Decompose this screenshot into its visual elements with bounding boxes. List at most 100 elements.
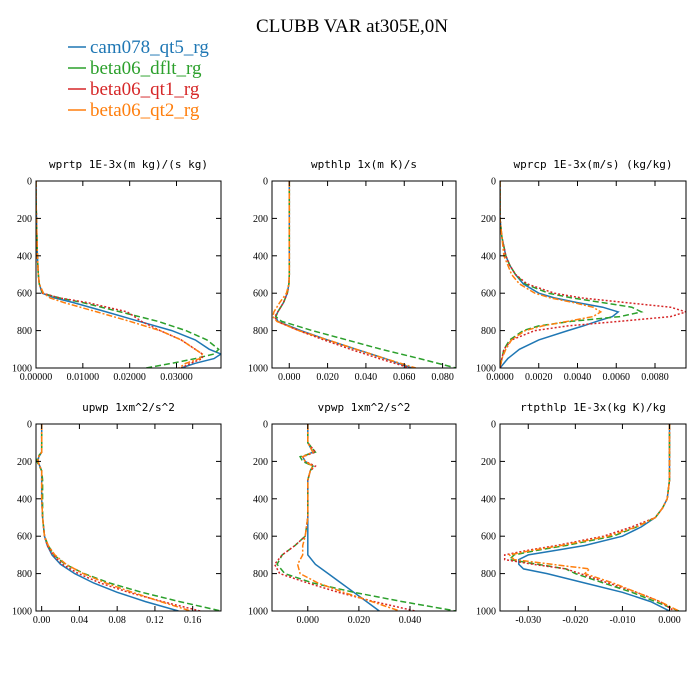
series-line-1 [274, 181, 413, 368]
series-line-4 [37, 424, 192, 611]
y-tick-label: 1000 [476, 607, 496, 618]
x-tick-label: 0.02000 [113, 372, 146, 383]
series-line-4 [296, 424, 401, 611]
series-group [503, 424, 680, 611]
panel-frame [35, 180, 222, 369]
series-line-3 [36, 181, 204, 368]
panel-3: wprcp 1E-3x(m/s) (kg/kg) 0 200 400 600 800 100… [476, 158, 687, 383]
y-tick-label: 1000 [12, 607, 32, 618]
series-line-2 [36, 181, 220, 368]
y-tick-label: 0 [27, 420, 32, 431]
x-tick-label: 0.04 [71, 615, 89, 626]
y-tick-label: 0 [263, 420, 268, 431]
legend-label-4: beta06_qt2_rg [90, 100, 200, 121]
x-tick-label: 0.040 [399, 615, 422, 626]
x-tick-label: 0.00000 [20, 372, 53, 383]
panel-1: wprtp 1E-3x(m kg)/(s kg) 0 200 400 600 800 100… [12, 158, 222, 383]
x-tick-label: 0.0060 [603, 372, 631, 383]
y-tick-label: 800 [253, 326, 268, 337]
y-tick-label: 0 [263, 177, 268, 188]
series-group [500, 181, 686, 368]
y-tick-label: 400 [481, 251, 496, 262]
y-tick-label: 0 [27, 177, 32, 188]
x-tick-label: -0.020 [562, 615, 588, 626]
legend-label-3: beta06_qt1_rg [90, 79, 200, 100]
y-tick-label: 200 [481, 214, 496, 225]
series-line-3 [500, 181, 686, 368]
y-tick-label: 800 [481, 569, 496, 580]
panel-frame [499, 180, 687, 369]
y-tick-label: 200 [17, 457, 32, 468]
series-line-2 [500, 181, 644, 368]
panel-title: wpthlp 1x(m K)/s [311, 158, 417, 171]
y-tick-label: 1000 [248, 364, 268, 375]
y-tick-label: 600 [481, 289, 496, 300]
x-tick-label: 0.000 [658, 615, 681, 626]
y-tick-label: 600 [17, 289, 32, 300]
x-tick-label: 0.03000 [160, 372, 193, 383]
y-tick-label: 800 [17, 326, 32, 337]
x-tick-label: 0.0000 [486, 372, 514, 383]
y-tick-label: 600 [253, 532, 268, 543]
x-tick-label: 0.0020 [525, 372, 553, 383]
x-tick-label: 0.080 [431, 372, 454, 383]
x-tick-label: 0.020 [348, 615, 371, 626]
y-tick-label: 200 [253, 214, 268, 225]
x-tick-label: 0.16 [184, 615, 202, 626]
series-line-4 [507, 424, 680, 611]
x-tick-label: 0.08 [108, 615, 126, 626]
y-tick-label: 600 [253, 289, 268, 300]
series-line-4 [272, 181, 417, 368]
series-group [36, 424, 221, 611]
y-tick-label: 200 [253, 457, 268, 468]
legend-label-1: cam078_qt5_rg [90, 37, 209, 58]
x-tick-label: -0.030 [515, 615, 541, 626]
panel-title: upwp 1xm^2/s^2 [82, 401, 175, 414]
y-tick-label: 1000 [476, 364, 496, 375]
x-tick-label: 0.000 [297, 615, 320, 626]
y-tick-label: 0 [491, 177, 496, 188]
y-tick-label: 200 [481, 457, 496, 468]
panel-6: rtpthlp 1E-3x(kg K)/kg 0 200 400 600 800 1000 -… [476, 401, 687, 626]
x-tick-label: 0.020 [316, 372, 339, 383]
series-line-2 [36, 424, 221, 611]
y-tick-label: 400 [17, 251, 32, 262]
y-tick-label: 400 [17, 494, 32, 505]
panels: wprtp 1E-3x(m kg)/(s kg) 0 200 400 600 800 100… [12, 158, 687, 626]
y-tick-label: 200 [17, 214, 32, 225]
x-tick-label: 0.0040 [564, 372, 592, 383]
series-line-1 [37, 424, 179, 611]
panel-frame [499, 423, 687, 612]
x-tick-label: 0.12 [146, 615, 164, 626]
series-line-4 [500, 181, 603, 368]
x-tick-label: 0.060 [393, 372, 416, 383]
series-group [272, 181, 456, 368]
series-line-3 [274, 181, 411, 368]
y-tick-label: 400 [253, 494, 268, 505]
panel-frame [35, 423, 222, 612]
series-line-3 [503, 424, 675, 611]
x-tick-label: -0.010 [610, 615, 636, 626]
figure-title: CLUBB VAR at305E,0N [256, 16, 448, 37]
y-tick-label: 400 [481, 494, 496, 505]
panel-title: wprtp 1E-3x(m kg)/(s kg) [49, 158, 208, 171]
panel-frame [271, 180, 457, 369]
series-line-3 [37, 424, 201, 611]
y-tick-label: 800 [481, 326, 496, 337]
x-tick-label: 0.040 [355, 372, 378, 383]
series-line-1 [518, 424, 671, 611]
series-line-2 [276, 424, 456, 611]
series-line-3 [273, 424, 416, 611]
legend: cam078_qt5_rgbeta06_dflt_rgbeta06_qt1_rg… [68, 37, 209, 121]
series-group [273, 424, 456, 611]
series-group [36, 181, 221, 368]
x-tick-label: 0.01000 [67, 372, 100, 383]
x-tick-label: 0.0080 [641, 372, 669, 383]
series-line-1 [500, 181, 620, 368]
panel-2: wpthlp 1x(m K)/s 0 200 400 600 800 1000 0.000 0.… [248, 158, 457, 383]
legend-label-2: beta06_dflt_rg [90, 58, 202, 79]
series-line-2 [274, 181, 456, 368]
series-line-4 [36, 181, 204, 368]
y-tick-label: 1000 [248, 607, 268, 618]
